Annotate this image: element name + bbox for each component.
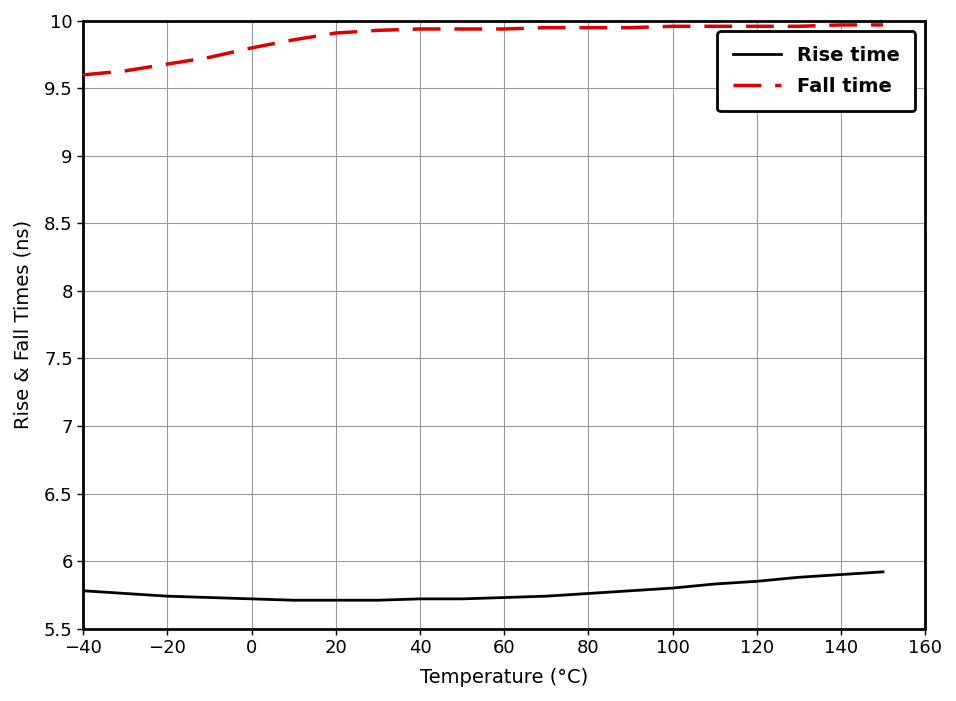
Fall time (162, 60, 173, 68)
Rise time (836, 571, 847, 579)
Rise time (498, 593, 510, 601)
Rise time (878, 568, 889, 576)
Line: Rise time: Rise time (83, 572, 883, 600)
Rise time (456, 594, 467, 603)
Fall time (624, 23, 636, 32)
Rise time (582, 590, 594, 598)
Fall time (456, 25, 467, 33)
Fall time (288, 36, 299, 44)
Fall time (666, 22, 678, 31)
Rise time (204, 593, 215, 601)
X-axis label: Temperature (°C): Temperature (°C) (420, 668, 588, 687)
Y-axis label: Rise & Fall Times (ns): Rise & Fall Times (ns) (14, 220, 33, 429)
Rise time (162, 592, 173, 600)
Rise time (709, 580, 721, 588)
Rise time (414, 594, 425, 603)
Fall time (751, 22, 763, 31)
Fall time (246, 43, 257, 52)
Rise time (120, 590, 131, 598)
Fall time (498, 25, 510, 33)
Line: Fall time: Fall time (83, 25, 883, 75)
Fall time (582, 23, 594, 32)
Fall time (793, 22, 805, 31)
Fall time (372, 26, 383, 34)
Fall time (77, 71, 89, 79)
Rise time (246, 594, 257, 603)
Rise time (288, 596, 299, 604)
Rise time (624, 587, 636, 595)
Rise time (330, 596, 341, 604)
Fall time (709, 22, 721, 31)
Fall time (540, 23, 552, 32)
Rise time (540, 592, 552, 600)
Rise time (793, 573, 805, 581)
Rise time (751, 577, 763, 585)
Rise time (372, 596, 383, 604)
Fall time (878, 21, 889, 29)
Legend: Rise time, Fall time: Rise time, Fall time (717, 31, 916, 111)
Fall time (836, 21, 847, 29)
Rise time (77, 587, 89, 595)
Rise time (666, 584, 678, 592)
Fall time (330, 29, 341, 37)
Fall time (120, 67, 131, 75)
Fall time (204, 53, 215, 62)
Fall time (414, 25, 425, 33)
